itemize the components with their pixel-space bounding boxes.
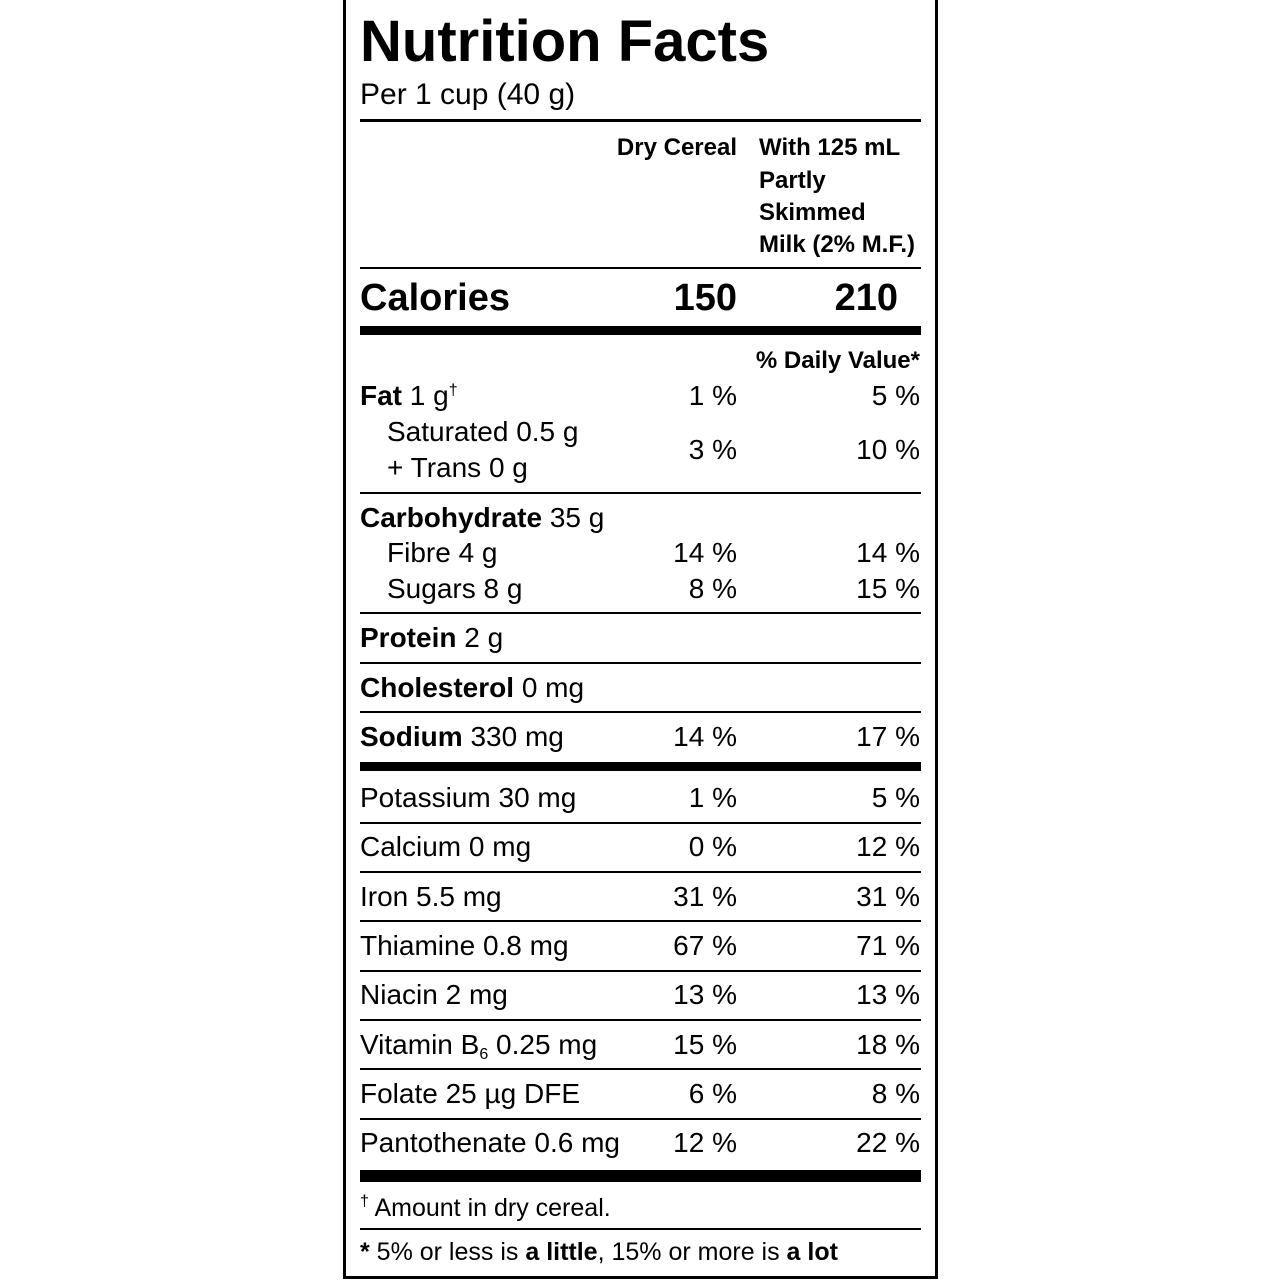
calcium-label: Calcium 0 mg <box>360 831 532 862</box>
column-header-milk-line4: Milk (2% M.F.) <box>759 231 916 258</box>
potassium-dry: 1 % <box>688 782 737 813</box>
sodium-milk: 17 % <box>856 721 920 752</box>
sugars-milk: 15 % <box>856 573 920 604</box>
divider <box>360 1228 921 1230</box>
column-header-milk-line3: Skimmed <box>759 199 866 226</box>
carbohydrate-label: Carbohydrate 35 g <box>360 502 605 533</box>
iron-milk: 31 % <box>856 881 920 912</box>
divider <box>360 1068 921 1070</box>
column-header-dry: Dry Cereal <box>616 134 737 161</box>
fibre-milk: 14 % <box>856 537 920 568</box>
pantothenate-label: Pantothenate 0.6 mg <box>360 1127 620 1158</box>
sugars-label: Sugars 8 g <box>387 573 523 604</box>
niacin-dry: 13 % <box>673 979 737 1010</box>
pantothenate-milk: 22 % <box>856 1127 920 1158</box>
vitamin-b6-dry: 15 % <box>673 1029 737 1060</box>
calories-milk: 210 <box>834 277 898 319</box>
sodium-label: Sodium 330 mg <box>360 721 564 752</box>
folate-label: Folate 25 µg DFE <box>360 1078 581 1109</box>
sugars-dry: 8 % <box>688 573 737 604</box>
sodium-dry: 14 % <box>673 721 737 752</box>
thiamine-milk: 71 % <box>856 930 920 961</box>
vitamin-b6-label: Vitamin B6 0.25 mg <box>360 1029 598 1063</box>
divider <box>360 612 921 614</box>
potassium-milk: 5 % <box>871 782 920 813</box>
iron-dry: 31 % <box>673 881 737 912</box>
fat-milk: 5 % <box>871 380 920 411</box>
divider <box>360 267 921 269</box>
divider <box>360 711 921 713</box>
column-header-milk-line1: With 125 mL <box>759 134 901 161</box>
nutrition-facts-label <box>343 0 938 1279</box>
divider <box>360 970 921 972</box>
thiamine-label: Thiamine 0.8 mg <box>360 930 569 961</box>
divider <box>360 662 921 664</box>
niacin-label: Niacin 2 mg <box>360 979 508 1010</box>
vitamin-b6-milk: 18 % <box>856 1029 920 1060</box>
pantothenate-dry: 12 % <box>673 1127 737 1158</box>
saturated-milk: 10 % <box>856 434 920 465</box>
divider <box>360 920 921 922</box>
column-header-milk-line2: Partly <box>759 167 826 194</box>
divider <box>360 1118 921 1120</box>
niacin-milk: 13 % <box>856 979 920 1010</box>
protein-label: Protein 2 g <box>360 622 504 653</box>
divider <box>360 1019 921 1021</box>
thick-divider <box>360 1170 921 1182</box>
title: Nutrition Facts <box>360 9 770 74</box>
footnote-daily-value: * 5% or less is a little, 15% or more is… <box>360 1238 838 1266</box>
daily-value-header: % Daily Value* <box>755 347 920 374</box>
footnote-dagger: † Amount in dry cereal. <box>360 1193 611 1223</box>
calories-label: Calories <box>360 277 510 319</box>
saturated-dry: 3 % <box>688 434 737 465</box>
divider <box>360 822 921 824</box>
cholesterol-label: Cholesterol 0 mg <box>360 672 585 703</box>
serving-size: Per 1 cup (40 g) <box>360 78 576 111</box>
thick-divider <box>360 326 921 335</box>
fat-dry: 1 % <box>688 380 737 411</box>
folate-dry: 6 % <box>688 1078 737 1109</box>
divider <box>360 871 921 873</box>
fibre-dry: 14 % <box>673 537 737 568</box>
thick-divider <box>360 762 921 771</box>
saturated-label: Saturated 0.5 g <box>387 416 579 447</box>
calcium-dry: 0 % <box>688 831 737 862</box>
calcium-milk: 12 % <box>856 831 920 862</box>
thiamine-dry: 67 % <box>673 930 737 961</box>
folate-milk: 8 % <box>871 1078 920 1109</box>
iron-label: Iron 5.5 mg <box>360 881 502 912</box>
divider <box>360 119 921 122</box>
trans-label: + Trans 0 g <box>387 452 528 483</box>
divider <box>360 492 921 494</box>
calories-dry: 150 <box>673 277 737 319</box>
fat-row-label: Fat 1 g† <box>360 380 458 411</box>
fibre-label: Fibre 4 g <box>387 537 498 568</box>
potassium-label: Potassium 30 mg <box>360 782 577 813</box>
